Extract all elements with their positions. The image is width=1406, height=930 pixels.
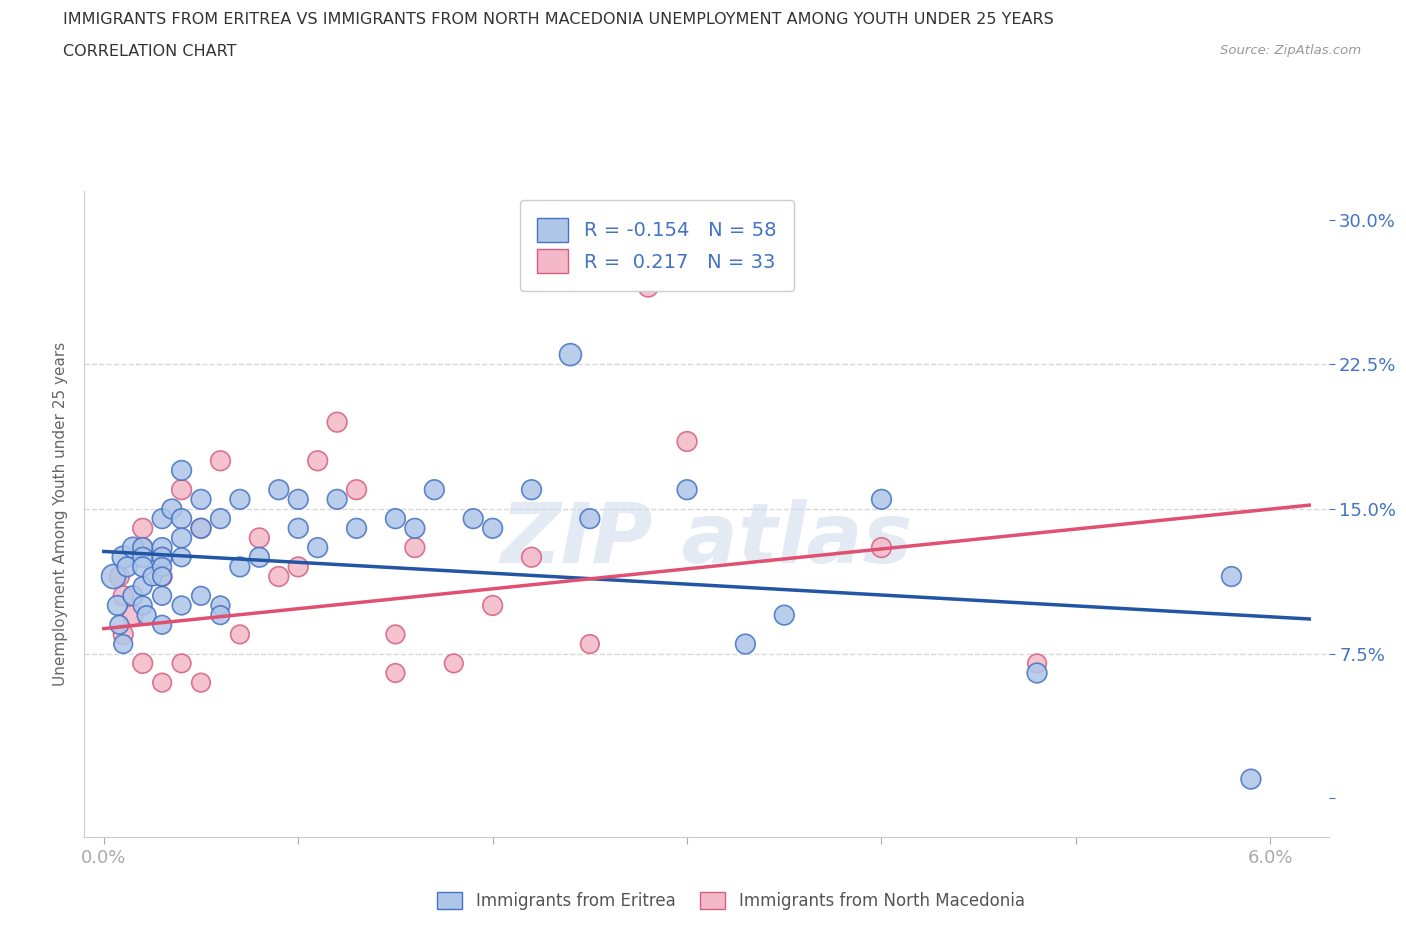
- Point: [423, 483, 446, 498]
- Point: [103, 569, 125, 584]
- Point: [1026, 666, 1049, 681]
- Point: [131, 540, 153, 555]
- Point: [131, 540, 153, 555]
- Point: [520, 483, 543, 498]
- Point: [107, 598, 129, 613]
- Point: [112, 550, 135, 565]
- Point: [287, 521, 309, 536]
- Point: [108, 569, 131, 584]
- Point: [190, 675, 212, 690]
- Point: [346, 483, 368, 498]
- Point: [141, 569, 163, 584]
- Point: [150, 540, 173, 555]
- Point: [229, 560, 252, 575]
- Text: ZIP atlas: ZIP atlas: [501, 499, 912, 580]
- Point: [209, 598, 232, 613]
- Point: [150, 569, 173, 584]
- Point: [579, 512, 602, 526]
- Legend: R = -0.154   N = 58, R =  0.217   N = 33: R = -0.154 N = 58, R = 0.217 N = 33: [520, 200, 794, 290]
- Point: [773, 607, 796, 622]
- Point: [122, 607, 145, 622]
- Point: [676, 483, 699, 498]
- Point: [150, 550, 173, 565]
- Point: [870, 540, 893, 555]
- Point: [734, 637, 756, 652]
- Point: [326, 492, 349, 507]
- Point: [122, 540, 145, 555]
- Point: [443, 656, 465, 671]
- Point: [209, 512, 232, 526]
- Y-axis label: Unemployment Among Youth under 25 years: Unemployment Among Youth under 25 years: [53, 341, 69, 686]
- Point: [150, 569, 173, 584]
- Point: [247, 550, 270, 565]
- Point: [404, 521, 426, 536]
- Point: [131, 521, 153, 536]
- Point: [170, 656, 193, 671]
- Point: [481, 521, 503, 536]
- Point: [520, 550, 543, 565]
- Point: [560, 347, 582, 362]
- Point: [1240, 772, 1263, 787]
- Text: CORRELATION CHART: CORRELATION CHART: [63, 44, 236, 59]
- Point: [122, 589, 145, 604]
- Point: [190, 492, 212, 507]
- Point: [247, 530, 270, 545]
- Point: [131, 578, 153, 593]
- Point: [131, 550, 153, 565]
- Point: [287, 560, 309, 575]
- Point: [150, 675, 173, 690]
- Point: [637, 280, 659, 295]
- Point: [384, 512, 406, 526]
- Point: [676, 434, 699, 449]
- Point: [150, 550, 173, 565]
- Point: [209, 607, 232, 622]
- Point: [579, 637, 602, 652]
- Point: [131, 598, 153, 613]
- Text: Source: ZipAtlas.com: Source: ZipAtlas.com: [1220, 44, 1361, 57]
- Point: [160, 501, 183, 516]
- Point: [481, 598, 503, 613]
- Point: [229, 627, 252, 642]
- Point: [170, 483, 193, 498]
- Point: [170, 598, 193, 613]
- Point: [170, 463, 193, 478]
- Point: [1026, 656, 1049, 671]
- Point: [1220, 569, 1243, 584]
- Point: [112, 637, 135, 652]
- Point: [170, 550, 193, 565]
- Point: [150, 560, 173, 575]
- Point: [326, 415, 349, 430]
- Point: [135, 607, 157, 622]
- Point: [346, 521, 368, 536]
- Point: [307, 453, 329, 468]
- Point: [112, 627, 135, 642]
- Point: [384, 666, 406, 681]
- Point: [190, 589, 212, 604]
- Point: [115, 560, 138, 575]
- Point: [131, 560, 153, 575]
- Point: [307, 540, 329, 555]
- Point: [463, 512, 485, 526]
- Point: [131, 656, 153, 671]
- Point: [108, 618, 131, 632]
- Point: [384, 627, 406, 642]
- Point: [870, 492, 893, 507]
- Point: [150, 618, 173, 632]
- Point: [150, 512, 173, 526]
- Point: [267, 569, 290, 584]
- Point: [170, 512, 193, 526]
- Point: [209, 453, 232, 468]
- Point: [170, 530, 193, 545]
- Point: [190, 521, 212, 536]
- Point: [404, 540, 426, 555]
- Point: [112, 589, 135, 604]
- Legend: Immigrants from Eritrea, Immigrants from North Macedonia: Immigrants from Eritrea, Immigrants from…: [430, 885, 1032, 917]
- Text: IMMIGRANTS FROM ERITREA VS IMMIGRANTS FROM NORTH MACEDONIA UNEMPLOYMENT AMONG YO: IMMIGRANTS FROM ERITREA VS IMMIGRANTS FR…: [63, 12, 1054, 27]
- Point: [229, 492, 252, 507]
- Point: [190, 521, 212, 536]
- Point: [267, 483, 290, 498]
- Point: [287, 492, 309, 507]
- Point: [150, 589, 173, 604]
